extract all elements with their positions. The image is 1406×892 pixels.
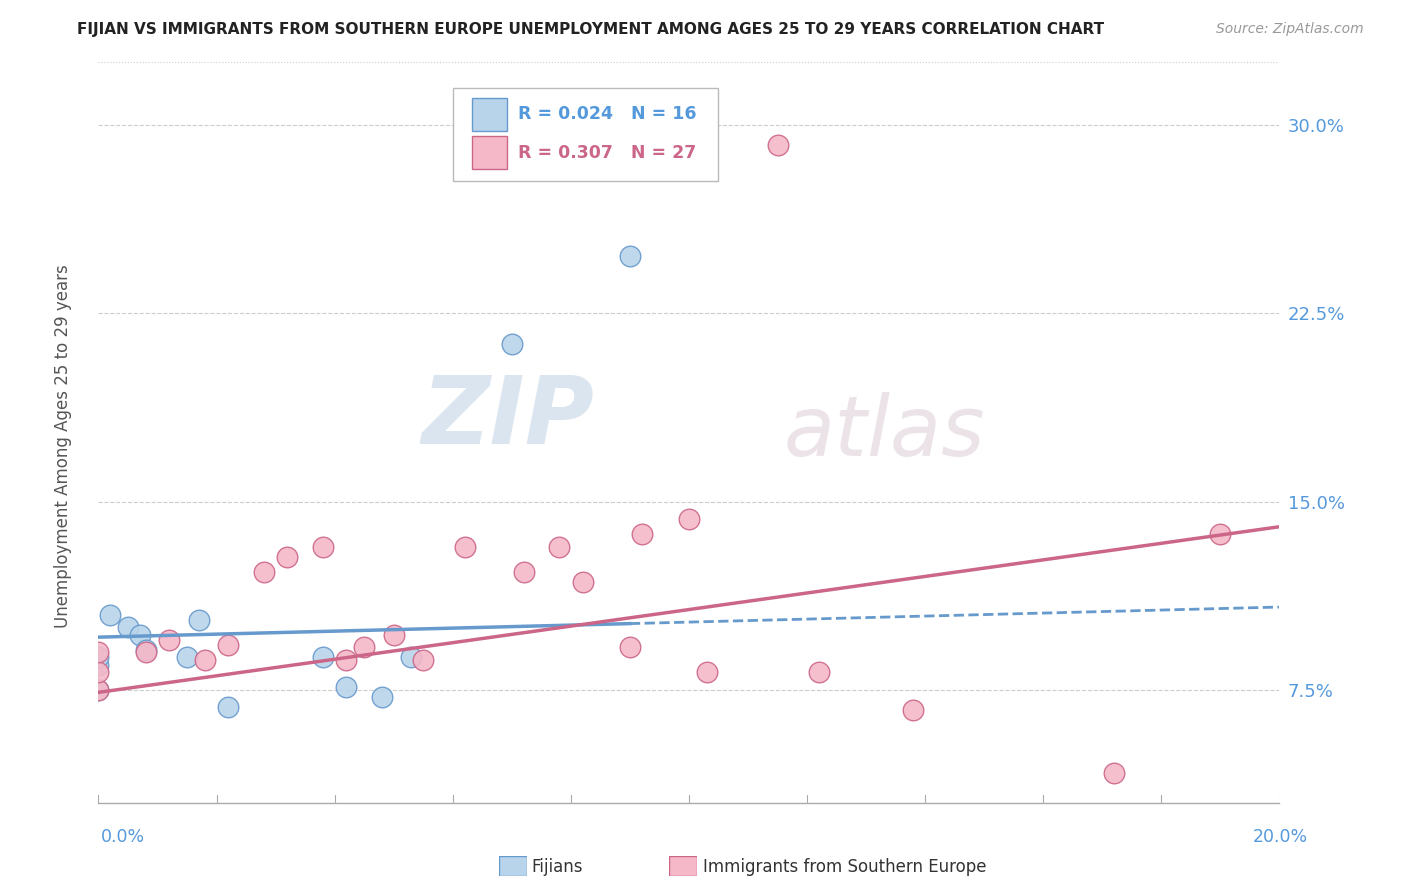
Point: [382, 627, 405, 641]
Point: [117, 620, 139, 634]
Point: [87, 682, 110, 697]
Text: ZIP: ZIP: [422, 372, 595, 464]
Point: [1102, 765, 1125, 780]
Point: [619, 640, 641, 655]
Point: [187, 613, 209, 627]
Text: Fijians: Fijians: [531, 858, 583, 876]
Text: 0.0%: 0.0%: [101, 828, 145, 846]
Point: [135, 645, 157, 659]
Point: [548, 540, 571, 554]
Text: Source: ZipAtlas.com: Source: ZipAtlas.com: [1216, 22, 1364, 37]
Point: [766, 138, 789, 153]
Point: [371, 690, 394, 705]
Text: 20.0%: 20.0%: [1253, 828, 1308, 846]
Point: [87, 665, 110, 680]
Point: [87, 657, 110, 672]
FancyBboxPatch shape: [471, 136, 508, 169]
Point: [512, 565, 534, 579]
Point: [276, 549, 298, 564]
Point: [807, 665, 830, 680]
Text: R = 0.024   N = 16: R = 0.024 N = 16: [517, 105, 696, 123]
Point: [217, 638, 239, 652]
Point: [619, 249, 641, 263]
Point: [176, 650, 198, 665]
Point: [412, 653, 434, 667]
Point: [217, 700, 239, 714]
Point: [87, 645, 110, 659]
Point: [453, 540, 475, 554]
Point: [98, 607, 121, 622]
Point: [87, 682, 110, 697]
Point: [335, 681, 357, 695]
Point: [501, 336, 523, 351]
Text: Unemployment Among Ages 25 to 29 years: Unemployment Among Ages 25 to 29 years: [55, 264, 72, 628]
Point: [401, 650, 423, 665]
Point: [194, 653, 217, 667]
Point: [630, 527, 652, 541]
Point: [128, 627, 150, 641]
Point: [253, 565, 276, 579]
Point: [903, 703, 925, 717]
Point: [571, 574, 593, 589]
Point: [312, 650, 335, 665]
Point: [696, 665, 718, 680]
Point: [678, 512, 700, 526]
Point: [312, 540, 335, 554]
Point: [135, 642, 157, 657]
Text: R = 0.307   N = 27: R = 0.307 N = 27: [517, 144, 696, 161]
FancyBboxPatch shape: [471, 98, 508, 130]
Text: Immigrants from Southern Europe: Immigrants from Southern Europe: [703, 858, 987, 876]
Point: [87, 650, 110, 665]
Point: [335, 653, 357, 667]
Point: [157, 632, 180, 647]
Text: atlas: atlas: [783, 392, 986, 473]
Text: FIJIAN VS IMMIGRANTS FROM SOUTHERN EUROPE UNEMPLOYMENT AMONG AGES 25 TO 29 YEARS: FIJIAN VS IMMIGRANTS FROM SOUTHERN EUROP…: [77, 22, 1105, 37]
Point: [1209, 527, 1232, 541]
Point: [353, 640, 375, 655]
FancyBboxPatch shape: [453, 88, 718, 181]
